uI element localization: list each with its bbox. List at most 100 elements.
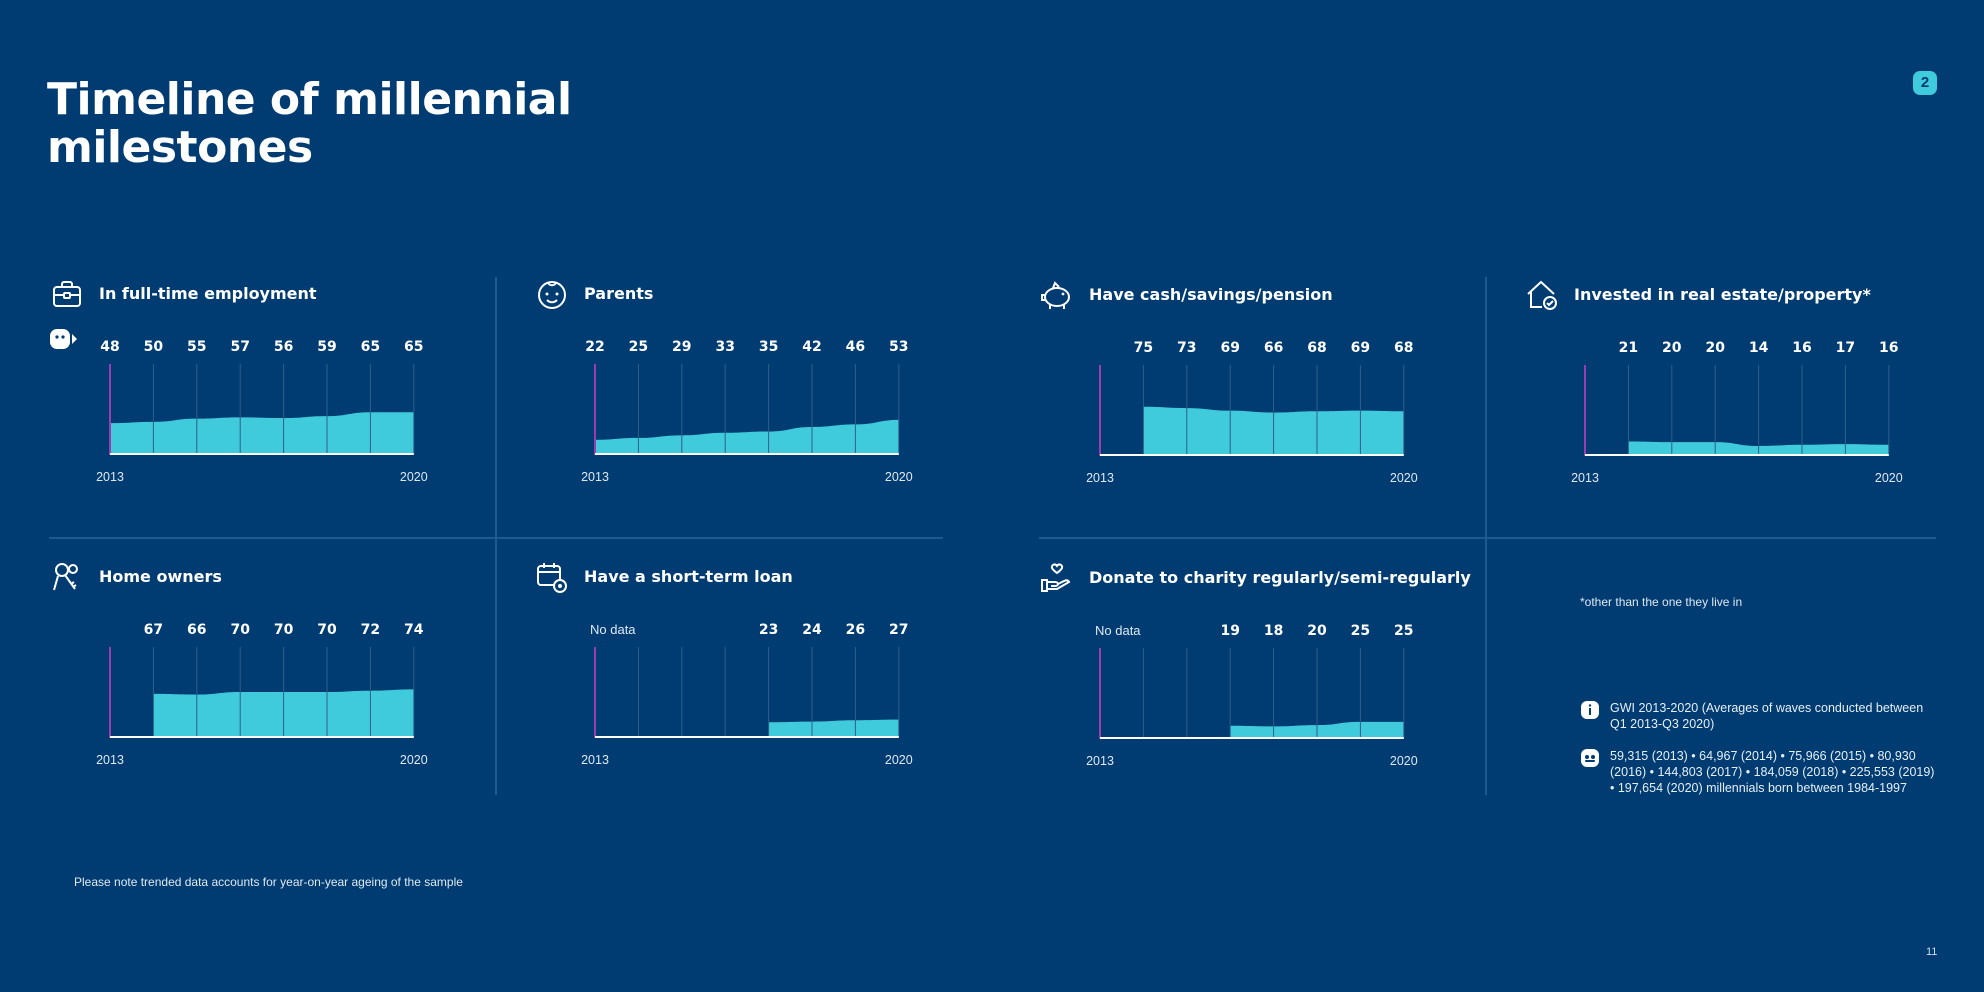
data-area <box>595 419 899 454</box>
value-label: 55 <box>187 339 206 355</box>
page-number: 11 <box>1926 946 1938 958</box>
source-text: GWI 2013-2020 (Averages of waves conduct… <box>1610 701 1924 731</box>
value-label: 72 <box>361 622 380 638</box>
chart-title: Invested in real estate/property* <box>1574 285 1871 304</box>
chart-svg: 22 25 29 33 35 42 46 53 2013 2020 <box>581 339 913 484</box>
value-label: 33 <box>715 339 734 355</box>
x-end-label: 2020 <box>885 753 913 767</box>
chart-panel-savings: Have cash/savings/pension 75 73 69 66 68 69 68 2… <box>1039 277 1499 537</box>
value-label: 25 <box>1394 623 1413 639</box>
chart-title: Parents <box>584 284 654 303</box>
data-area <box>110 412 414 454</box>
value-label: 66 <box>1264 340 1283 356</box>
value-label: 69 <box>1220 340 1239 356</box>
value-label: 16 <box>1792 340 1811 356</box>
value-label: 22 <box>585 339 604 355</box>
chart-title: In full-time employment <box>99 284 317 303</box>
value-label: 23 <box>759 622 778 638</box>
chart-panel-real-estate: Invested in real estate/property* 21 20 20 1… <box>1524 277 1984 537</box>
chart-title: Have a short-term loan <box>584 567 793 586</box>
divider-horizontal-left <box>49 537 943 539</box>
chart-svg: 19 18 20 25 25 No data 2013 2020 <box>1086 623 1418 768</box>
page-badge: 2 <box>1913 71 1937 95</box>
no-data-label: No data <box>590 622 636 637</box>
x-start-label: 2013 <box>1086 754 1114 768</box>
chart-panel-charity: Donate to charity regularly/semi-regular… <box>1039 560 1499 820</box>
chart-title: Have cash/savings/pension <box>1089 285 1333 304</box>
house-check-icon <box>1527 280 1557 310</box>
x-end-label: 2020 <box>400 470 428 484</box>
value-label: 46 <box>846 339 865 355</box>
asterisk-note: *other than the one they live in <box>1580 595 1743 609</box>
value-label: 20 <box>1705 340 1725 356</box>
value-label: 68 <box>1307 340 1326 356</box>
chart-panel-home-owners: Home owners 67 66 70 70 70 72 74 2013 2020 <box>49 559 509 819</box>
value-label: 65 <box>404 339 423 355</box>
baby-face-icon <box>538 281 566 309</box>
value-label: 35 <box>759 339 778 355</box>
value-label: 24 <box>802 622 822 638</box>
data-area <box>768 719 899 737</box>
x-end-label: 2020 <box>885 470 913 484</box>
footnote: Please note trended data accounts for ye… <box>74 875 463 889</box>
value-label: 25 <box>629 339 648 355</box>
value-label: 75 <box>1134 340 1153 356</box>
value-label: 69 <box>1351 340 1370 356</box>
value-label: 66 <box>187 622 206 638</box>
value-label: 73 <box>1177 340 1196 356</box>
value-label: 59 <box>317 339 336 355</box>
value-label: 65 <box>361 339 380 355</box>
value-label: 50 <box>144 339 164 355</box>
value-label: 20 <box>1662 340 1682 356</box>
chart-title: Home owners <box>99 567 222 586</box>
value-label: 57 <box>230 339 249 355</box>
chart-panel-parents: Parents 22 25 29 33 35 42 46 53 2013 2020 <box>534 276 994 536</box>
value-label: 19 <box>1220 623 1239 639</box>
value-label: 16 <box>1879 340 1898 356</box>
info-icon <box>1581 701 1599 719</box>
value-label: 68 <box>1394 340 1413 356</box>
chart-svg: 67 66 70 70 70 72 74 2013 2020 <box>96 622 428 767</box>
x-start-label: 2013 <box>581 470 609 484</box>
sample-size-icon <box>50 329 77 349</box>
no-data-label: No data <box>1095 623 1141 638</box>
briefcase-icon <box>53 281 81 307</box>
value-label: 56 <box>274 339 293 355</box>
value-label: 27 <box>889 622 908 638</box>
chart-svg: 48 50 55 57 56 59 65 65 2013 2020 <box>96 339 428 484</box>
piggy-bank-icon <box>1041 281 1070 309</box>
value-label: 70 <box>274 622 294 638</box>
people-icon <box>1581 749 1599 767</box>
x-end-label: 2020 <box>1390 471 1418 485</box>
value-label: 20 <box>1307 623 1327 639</box>
value-label: 29 <box>672 339 691 355</box>
value-label: 48 <box>100 339 119 355</box>
hand-heart-icon <box>1041 563 1071 592</box>
x-start-label: 2013 <box>1571 471 1599 485</box>
value-label: 21 <box>1619 340 1638 356</box>
sample-text: 59,315 (2013) • 64,967 (2014) • 75,966 (… <box>1610 749 1935 795</box>
chart-svg: 23 24 26 27 No data 2013 2020 <box>581 622 913 767</box>
page-title: Timeline of millennial milestones <box>47 74 572 173</box>
value-label: 42 <box>802 339 821 355</box>
divider-horizontal-right <box>1039 537 1936 539</box>
value-label: 25 <box>1351 623 1370 639</box>
value-label: 53 <box>889 339 908 355</box>
chart-panel-employment: In full-time employment 48 50 55 57 56 59 65 65 2… <box>49 276 509 536</box>
x-start-label: 2013 <box>1086 471 1114 485</box>
value-label: 14 <box>1749 340 1769 356</box>
value-label: 70 <box>230 622 250 638</box>
keys-icon <box>53 563 78 591</box>
x-end-label: 2020 <box>1875 471 1903 485</box>
value-label: 74 <box>404 622 424 638</box>
x-end-label: 2020 <box>400 753 428 767</box>
x-end-label: 2020 <box>1390 754 1418 768</box>
x-start-label: 2013 <box>96 753 124 767</box>
value-label: 67 <box>144 622 163 638</box>
chart-title: Donate to charity regularly/semi-regular… <box>1089 568 1471 587</box>
calendar-coin-icon <box>537 563 567 593</box>
value-label: 70 <box>317 622 337 638</box>
divider-vertical-left <box>495 277 497 795</box>
chart-svg: 75 73 69 66 68 69 68 2013 2020 <box>1086 340 1418 485</box>
